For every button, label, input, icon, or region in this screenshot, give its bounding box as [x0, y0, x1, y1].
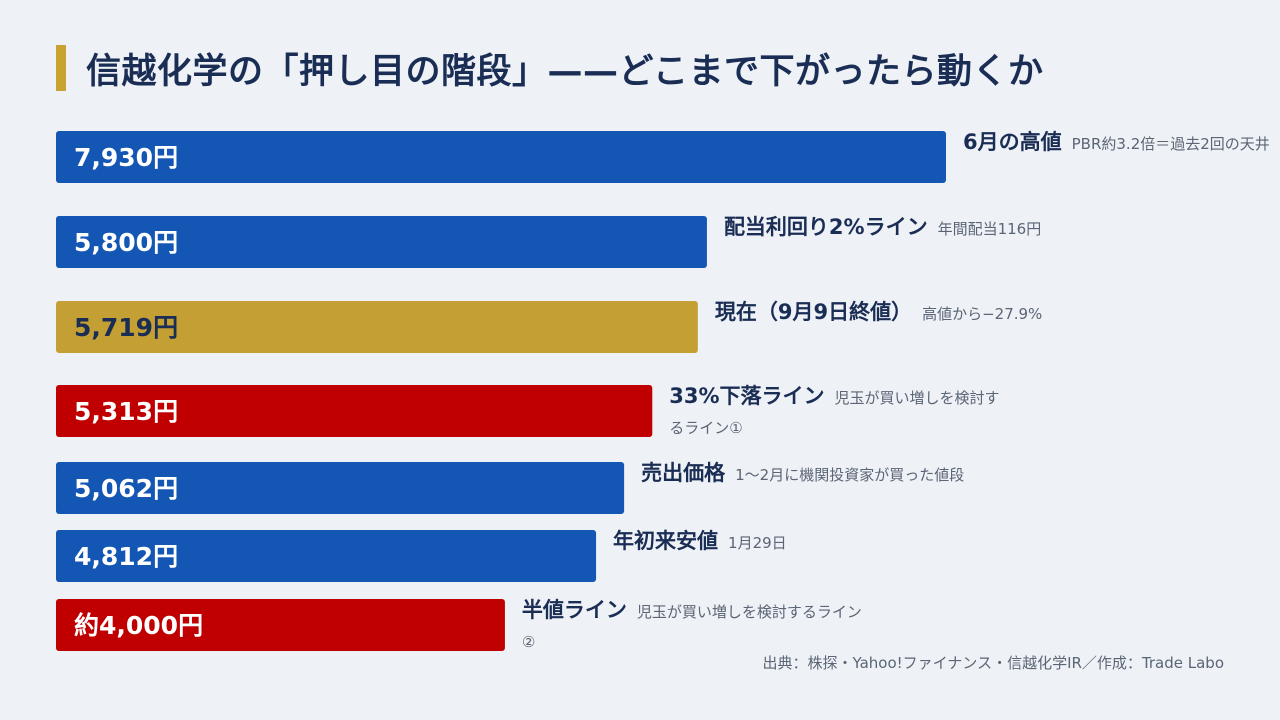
bar-value-label: 約4,000円: [74, 611, 203, 640]
bar-category-name: 半値ライン: [521, 598, 627, 622]
source-note: 出典：株探・Yahoo!ファイナンス・信越化学IR／作成：Trade Labo: [762, 654, 1225, 672]
bar-4: [56, 462, 625, 514]
bar-2: [56, 301, 698, 353]
bar-note: 児玉が買い増しを検討するライン②: [521, 603, 862, 651]
bar-category-name: 売出価格: [641, 461, 726, 485]
bar-category-name: 現在（9月9日終値）: [714, 300, 913, 324]
bar-value-label: 7,930円: [74, 143, 178, 172]
title-block: 信越化学の「押し目の階段」——どこまで下がったら動くか: [56, 44, 1043, 92]
bar-note: 1〜2月に機関投資家が買った値段: [735, 466, 965, 484]
bar-note: 1月29日: [728, 534, 787, 552]
bar-value-label: 5,062円: [74, 474, 178, 503]
bar-1: [56, 216, 707, 268]
bar-note: PBR約3.2倍＝過去2回の天井: [1071, 135, 1270, 153]
bar-category-name: 6月の高値: [963, 130, 1062, 154]
bar-6: [56, 599, 505, 651]
title-accent-bar: [56, 45, 66, 91]
bar-note: 高値から−27.9%: [922, 305, 1043, 323]
bar-value-label: 5,719円: [74, 313, 178, 342]
bar-category-name: 配当利回り2%ライン: [723, 215, 928, 239]
bar-value-label: 5,313円: [74, 397, 178, 426]
bar-annotation: 現在（9月9日終値） 高値から−27.9%: [715, 297, 1055, 329]
bar-annotation: 売出価格 1〜2月に機関投資家が買った値段: [641, 458, 981, 490]
bar-annotation: 配当利回り2%ライン 年間配当116円: [724, 212, 1064, 244]
bar-category-name: 33%下落ライン: [669, 384, 825, 408]
bar-category-name: 年初来安値: [613, 529, 719, 553]
bar-value-label: 5,800円: [74, 228, 178, 257]
bar-0: [56, 131, 946, 183]
bar-note: 児玉が買い増しを検討するライン①: [669, 389, 1000, 437]
chart-title: 信越化学の「押し目の階段」——どこまで下がったら動くか: [86, 51, 1044, 92]
bar-3: [56, 385, 653, 437]
bar-5: [56, 530, 597, 582]
bar-annotation: 33%下落ライン 児玉が買い増しを検討するライン①: [669, 381, 1009, 443]
bar-annotation: 年初来安値 1月29日: [613, 526, 953, 558]
bar-value-label: 4,812円: [74, 542, 178, 571]
bar-annotation: 6月の高値 PBR約3.2倍＝過去2回の天井: [963, 127, 1280, 159]
bar-note: 年間配当116円: [937, 220, 1042, 238]
bar-annotation: 半値ライン 児玉が買い増しを検討するライン②: [522, 595, 862, 657]
